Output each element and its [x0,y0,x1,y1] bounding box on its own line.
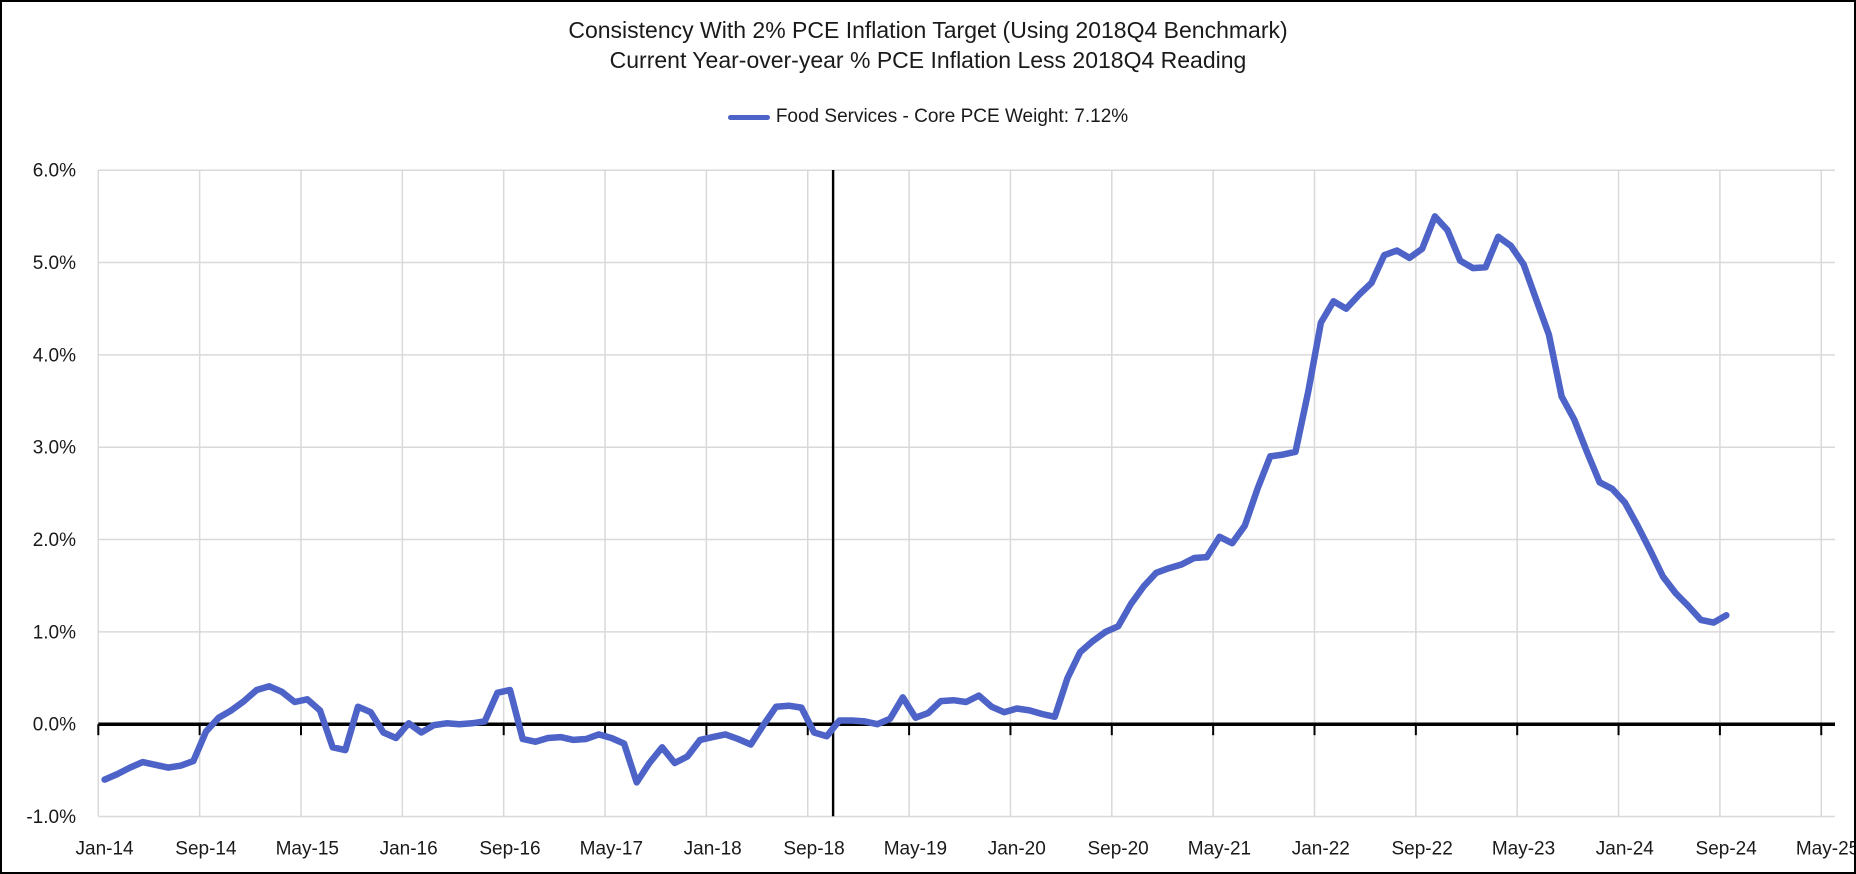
y-tick-label: 0.0% [33,715,76,736]
x-tick-label: Sep-14 [175,839,237,860]
x-tick-label: Jan-22 [1292,839,1350,860]
chart-subtitle: Current Year-over-year % PCE Inflation L… [609,47,1247,73]
series-line-food-services [101,213,1730,786]
y-tick-label: 2.0% [33,530,76,551]
x-tick-label: May-25 [1796,839,1856,860]
x-tick-label: May-23 [1492,839,1555,860]
x-tick-label: May-19 [884,839,947,860]
x-tick-label: Sep-20 [1087,839,1148,860]
x-tick-label: Jan-24 [1596,839,1655,860]
x-tick-label: Sep-16 [479,839,540,860]
x-tick-label: Sep-22 [1392,839,1453,860]
y-tick-label: -1.0% [26,807,76,828]
chart-title: Consistency With 2% PCE Inflation Target… [568,17,1288,43]
x-tick-label: Jan-14 [76,839,135,860]
y-tick-label: 3.0% [33,438,76,459]
x-tick-label: May-17 [580,839,643,860]
y-tick-label: 1.0% [33,622,76,643]
x-tick-label: Jan-16 [380,839,438,860]
legend-line-swatch-icon [727,114,770,120]
x-tick-label: Jan-20 [988,839,1046,860]
x-tick-label: May-15 [276,839,339,860]
x-tick-label: Jan-18 [684,839,742,860]
legend: Food Services - Core PCE Weight: 7.12% [2,106,1854,128]
x-tick-label: Sep-18 [783,839,844,860]
legend-label: Food Services - Core PCE Weight: 7.12% [775,106,1129,127]
x-tick-label: Sep-24 [1696,839,1758,860]
x-tick-label: May-21 [1188,839,1251,860]
y-tick-label: 6.0% [33,161,76,182]
y-tick-label: 4.0% [33,345,76,366]
y-tick-label: 5.0% [33,253,76,274]
